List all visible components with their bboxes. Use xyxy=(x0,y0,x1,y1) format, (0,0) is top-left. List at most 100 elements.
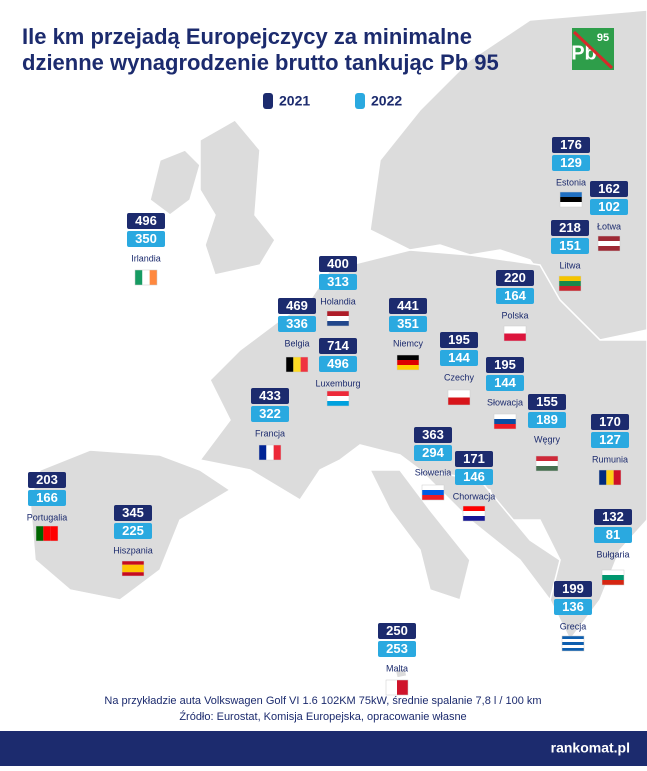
flag-stripe xyxy=(562,639,584,642)
country-name: Polska xyxy=(501,310,528,320)
flag-stripe xyxy=(327,316,349,321)
country-name: Francja xyxy=(255,428,285,438)
flag-stripe xyxy=(559,286,581,291)
flag-border xyxy=(598,469,622,486)
value-label: 195 xyxy=(494,357,516,372)
flag-stripe xyxy=(536,466,558,471)
value-label: 199 xyxy=(562,581,584,596)
value-label: 195 xyxy=(448,332,470,347)
flag-stripe xyxy=(602,575,624,580)
flag-stripe xyxy=(327,391,349,396)
value-box xyxy=(496,270,534,286)
value-box xyxy=(251,388,289,404)
value-label: 81 xyxy=(606,527,620,542)
value-label: 322 xyxy=(259,406,281,421)
value-box xyxy=(554,599,592,615)
flag-stripe xyxy=(397,360,419,365)
flag-stripe xyxy=(598,246,620,251)
flag-stripe xyxy=(559,281,581,286)
flag-stripe xyxy=(286,357,294,372)
country-name: Węgry xyxy=(534,434,561,444)
flag-border xyxy=(326,310,350,327)
flag-border xyxy=(421,484,445,501)
value-label: 218 xyxy=(559,220,581,235)
value-label: 146 xyxy=(463,469,485,484)
flag-stripe xyxy=(327,396,349,401)
value-label: 225 xyxy=(122,523,144,538)
country-name: Grecja xyxy=(560,621,587,631)
value-label: 203 xyxy=(36,472,58,487)
flag-border xyxy=(503,325,527,342)
country-name: Rumunia xyxy=(592,454,628,464)
value-box xyxy=(440,350,478,366)
flag-stripe xyxy=(266,445,274,460)
value-box xyxy=(552,155,590,171)
value-box xyxy=(28,490,66,506)
flag-border xyxy=(535,455,559,472)
flag-border xyxy=(462,505,486,522)
value-box xyxy=(389,316,427,332)
flag-border xyxy=(326,390,350,407)
flag-stripe xyxy=(562,636,584,639)
flag-border xyxy=(559,191,583,208)
flag-stripe xyxy=(122,561,144,565)
country-name: Holandia xyxy=(320,296,356,306)
flag-stripe xyxy=(560,197,582,202)
flag-stripe xyxy=(122,572,144,576)
value-box xyxy=(551,220,589,236)
value-label: 164 xyxy=(504,288,526,303)
flag-stripe xyxy=(422,495,444,500)
value-label: 151 xyxy=(559,238,581,253)
flag-stripe xyxy=(598,236,620,241)
flag-stripe xyxy=(422,490,444,495)
flag-stripe xyxy=(562,645,584,648)
flag-stripe xyxy=(448,390,470,398)
flag-border xyxy=(121,560,145,577)
flag-stripe xyxy=(327,311,349,316)
value-box xyxy=(319,338,357,354)
value-box xyxy=(594,527,632,543)
value-box xyxy=(486,375,524,391)
flag-stripe xyxy=(559,276,581,281)
value-label: 144 xyxy=(448,350,470,365)
value-label: 250 xyxy=(386,623,408,638)
brand: rankomat.pl xyxy=(551,740,630,756)
value-box xyxy=(319,256,357,272)
value-box xyxy=(554,581,592,597)
value-box xyxy=(378,641,416,657)
value-label: 155 xyxy=(536,394,558,409)
value-box xyxy=(551,238,589,254)
flag-stripe xyxy=(560,192,582,197)
legend-label: 2022 xyxy=(371,93,402,109)
value-box xyxy=(378,623,416,639)
value-box xyxy=(28,472,66,488)
flag-stripe xyxy=(494,424,516,429)
flag-stripe xyxy=(606,470,614,485)
value-label: 162 xyxy=(598,181,620,196)
flag-stripe xyxy=(602,570,624,575)
logo-text: Pb xyxy=(571,42,597,64)
country-name: Belgia xyxy=(284,338,309,348)
flag-stripe xyxy=(397,365,419,370)
flag-stripe xyxy=(560,202,582,207)
value-label: 496 xyxy=(135,213,157,228)
flag-stripe xyxy=(122,564,144,569)
flag-stripe xyxy=(36,526,44,541)
value-box xyxy=(251,406,289,422)
footer-bar xyxy=(0,731,647,766)
value-box xyxy=(591,414,629,430)
value-box xyxy=(114,505,152,521)
flag-stripe xyxy=(494,419,516,424)
value-label: 433 xyxy=(259,388,281,403)
legend-label: 2021 xyxy=(279,93,310,109)
value-box xyxy=(528,394,566,410)
title-line: dzienne wynagrodzenie brutto tankując Pb… xyxy=(22,50,499,75)
value-box xyxy=(486,357,524,373)
value-box xyxy=(278,316,316,332)
value-box xyxy=(127,213,165,229)
flag-stripe xyxy=(135,270,143,285)
flag-stripe xyxy=(562,648,584,651)
legend-swatch xyxy=(263,93,273,109)
flag-stripe xyxy=(122,568,144,573)
